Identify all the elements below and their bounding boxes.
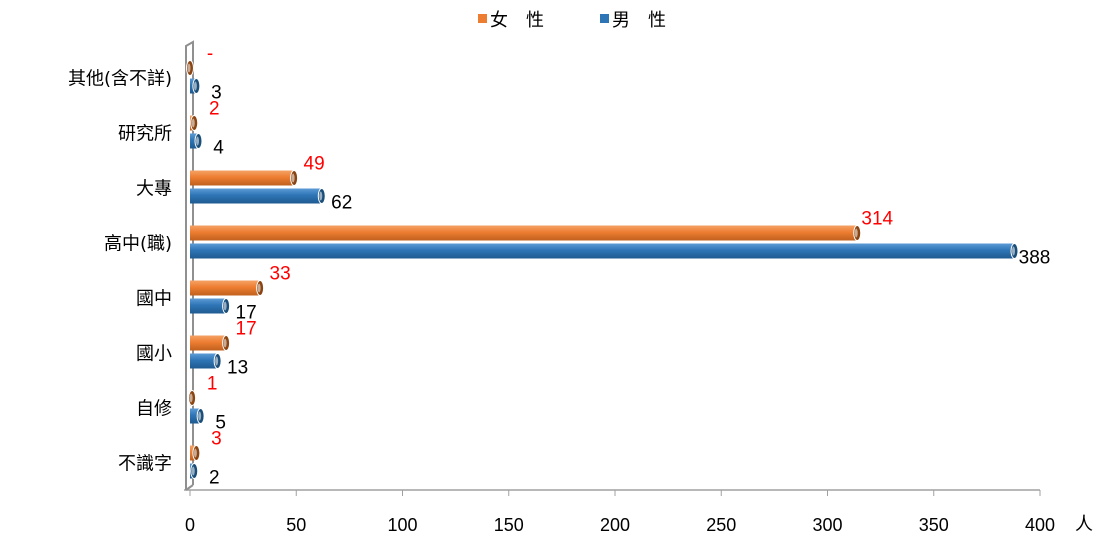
- data-label-1-2: 62: [331, 193, 352, 214]
- bar-cap-shine: [193, 448, 197, 458]
- x-tick-label-250: 250: [706, 515, 736, 534]
- x-tick-label-350: 350: [919, 515, 949, 534]
- bar-0-0: [186, 60, 194, 76]
- y-axis-wall-foot: [185, 484, 194, 491]
- bar-body: [190, 133, 199, 149]
- bar-body: [190, 280, 261, 296]
- data-label-1-0: 3: [211, 83, 222, 104]
- bar-cap-shine: [189, 393, 193, 403]
- category-label-1: 研究所: [118, 124, 172, 145]
- bar-body: [190, 408, 201, 424]
- x-axis-title: 人: [1075, 514, 1093, 534]
- bar-body: [190, 243, 1015, 259]
- bars: [186, 60, 1019, 479]
- bar-1-3: [190, 243, 1019, 259]
- data-label-0-5: 17: [236, 319, 257, 340]
- category-label-4: 國中: [136, 289, 172, 310]
- bar-cap-shine: [319, 191, 323, 201]
- bar-0-3: [190, 225, 862, 241]
- bar-cap-shine: [223, 338, 227, 348]
- data-label-0-4: 33: [270, 264, 291, 285]
- bar-body: [190, 298, 227, 314]
- category-label-5: 國小: [136, 344, 172, 365]
- bar-cap-shine: [193, 81, 197, 91]
- bar-body: [190, 170, 295, 186]
- bar-cap-shine: [854, 228, 858, 238]
- legend-label-0: 女 性: [490, 10, 544, 31]
- data-label-1-3: 388: [1019, 248, 1051, 269]
- x-axis: 0 50 100 150 200 250 300 350 400 人: [184, 40, 1093, 534]
- bar-cap-shine: [257, 283, 261, 293]
- data-label-0-2: 49: [304, 154, 325, 175]
- data-label-1-1: 4: [213, 138, 224, 159]
- category-label-0: 其他(含不詳): [68, 69, 172, 90]
- data-label-0-1: 2: [209, 99, 220, 120]
- bar-1-0: [190, 78, 201, 94]
- data-label-0-3: 314: [861, 209, 893, 230]
- x-tick-label-400: 400: [1025, 515, 1055, 534]
- bar-cap-shine: [191, 118, 195, 128]
- bar-0-2: [190, 170, 299, 186]
- bar-cap-shine: [215, 356, 219, 366]
- bar-body: [190, 353, 218, 369]
- x-tick-label-100: 100: [387, 515, 417, 534]
- data-label-1-5: 13: [227, 358, 248, 379]
- bar-cap-shine: [291, 173, 295, 183]
- x-tick-label-0: 0: [185, 515, 195, 534]
- legend-swatch-1: [600, 14, 609, 23]
- bar-1-7: [190, 463, 199, 479]
- bar-cap-shine: [187, 63, 191, 73]
- category-label-7: 不識字: [118, 454, 172, 475]
- bar-1-4: [190, 298, 231, 314]
- legend-swatch-0: [478, 14, 487, 23]
- data-label-1-7: 2: [209, 468, 220, 489]
- bar-1-1: [190, 133, 203, 149]
- data-label-0-6: 1: [207, 374, 218, 395]
- bar-1-6: [190, 408, 205, 424]
- bar-cap-shine: [223, 301, 227, 311]
- x-tick-label-300: 300: [812, 515, 842, 534]
- bar-cap-shine: [196, 136, 199, 146]
- bar-0-7: [190, 445, 201, 461]
- category-label-6: 自修: [136, 399, 172, 420]
- bar-body: [190, 188, 322, 204]
- bar-0-1: [190, 115, 199, 131]
- bar-0-4: [190, 280, 265, 296]
- x-tick-label-50: 50: [286, 515, 306, 534]
- legend-label-1: 男 性: [612, 10, 666, 31]
- data-label-1-4: 17: [236, 303, 257, 324]
- legend: 女 性男 性: [478, 10, 666, 31]
- bar-0-6: [188, 390, 197, 406]
- category-label-3: 高中(職): [104, 234, 172, 255]
- data-label-0-7: 3: [211, 429, 222, 450]
- x-tick-label-200: 200: [600, 515, 630, 534]
- bar-0-5: [190, 335, 231, 351]
- y-axis-wall: [185, 40, 194, 490]
- bar-body: [190, 335, 227, 351]
- bar-1-2: [190, 188, 326, 204]
- data-label-0-0: -: [207, 44, 213, 65]
- data-label-1-6: 5: [215, 413, 226, 434]
- bar-1-5: [190, 353, 222, 369]
- x-tick-label-150: 150: [494, 515, 524, 534]
- bar-cap-shine: [191, 466, 195, 476]
- bar-body: [190, 225, 858, 241]
- category-label-2: 大專: [136, 179, 172, 200]
- bar-cap-shine: [1012, 246, 1015, 256]
- bar-cap-shine: [198, 411, 202, 421]
